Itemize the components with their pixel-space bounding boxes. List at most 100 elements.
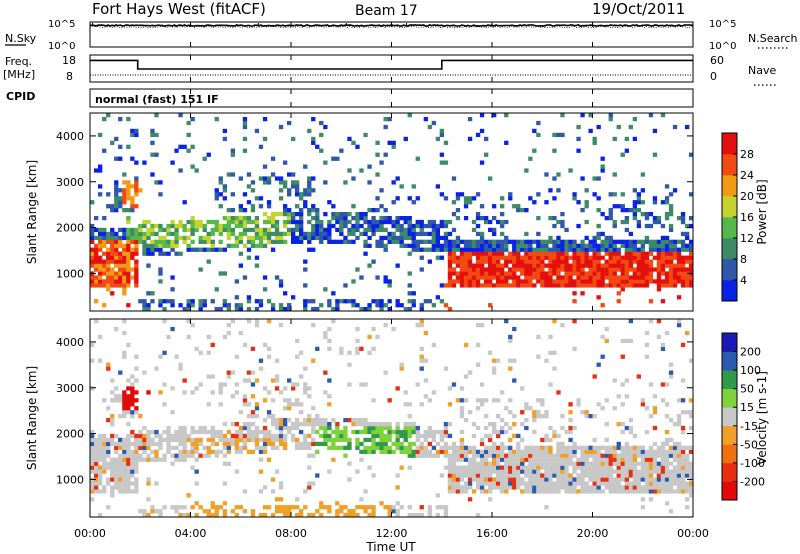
power-cell bbox=[210, 243, 215, 248]
power-cell bbox=[122, 192, 127, 197]
velocity-cell bbox=[158, 437, 163, 443]
power-cell bbox=[150, 291, 155, 296]
power-cell bbox=[580, 251, 585, 256]
power-cell bbox=[604, 275, 609, 280]
power-cell bbox=[455, 259, 461, 264]
velocity-cell bbox=[628, 445, 634, 450]
velocity-cell bbox=[676, 422, 682, 427]
xtick-label: 04:00 bbox=[175, 527, 207, 540]
power-cell bbox=[291, 295, 296, 300]
velocity-cell bbox=[343, 437, 348, 443]
power-cell bbox=[484, 271, 489, 276]
power-cell bbox=[375, 275, 380, 280]
velocity-cell bbox=[544, 469, 549, 474]
power-cell bbox=[435, 255, 441, 260]
velocity-cell bbox=[624, 394, 630, 399]
velocity-cell bbox=[142, 457, 147, 462]
velocity-cell bbox=[520, 457, 525, 462]
power-cell bbox=[612, 136, 617, 142]
power-cell bbox=[343, 216, 348, 221]
velocity-cell bbox=[648, 465, 654, 470]
power-cell bbox=[648, 259, 654, 264]
power-cell bbox=[379, 303, 384, 308]
velocity-cell bbox=[323, 433, 328, 439]
velocity-cell bbox=[415, 433, 420, 439]
velocity-cell bbox=[548, 485, 553, 490]
power-cell bbox=[90, 235, 95, 241]
velocity-cell bbox=[459, 398, 465, 403]
velocity-cell bbox=[299, 350, 304, 355]
velocity-cell bbox=[262, 445, 268, 450]
velocity-cell bbox=[548, 334, 553, 340]
power-cell bbox=[496, 243, 501, 248]
velocity-cell bbox=[150, 449, 155, 454]
velocity-cell bbox=[335, 501, 340, 506]
velocity-cell bbox=[500, 481, 505, 486]
velocity-cell bbox=[383, 441, 388, 447]
velocity-cell bbox=[295, 505, 300, 510]
velocity-cell bbox=[556, 469, 561, 474]
power-cell bbox=[126, 303, 131, 308]
power-cell bbox=[612, 251, 617, 256]
power-cell bbox=[182, 144, 187, 149]
power-cell bbox=[90, 223, 95, 229]
velocity-cell bbox=[126, 398, 131, 403]
velocity-cell bbox=[363, 425, 368, 431]
velocity-cell bbox=[274, 386, 280, 391]
velocity-cell bbox=[359, 497, 364, 502]
power-cell bbox=[98, 259, 103, 264]
power-cell bbox=[222, 227, 228, 233]
velocity-cell bbox=[367, 350, 372, 355]
power-cell bbox=[311, 140, 316, 145]
power-cell bbox=[407, 196, 412, 201]
velocity-cell bbox=[463, 485, 469, 490]
power-cell bbox=[323, 212, 328, 217]
power-cell bbox=[616, 263, 621, 268]
power-cell bbox=[190, 216, 195, 221]
velocity-cell bbox=[186, 319, 191, 324]
power-cell bbox=[592, 255, 597, 260]
power-cell bbox=[644, 216, 650, 221]
velocity-cell bbox=[496, 485, 501, 490]
velocity-cell bbox=[680, 461, 686, 466]
velocity-cell bbox=[528, 465, 533, 470]
velocity-cell bbox=[475, 425, 481, 431]
power-cell bbox=[475, 255, 481, 260]
velocity-cell bbox=[484, 398, 489, 403]
velocity-cell bbox=[182, 457, 187, 462]
velocity-cell bbox=[580, 469, 585, 474]
velocity-cell bbox=[126, 406, 131, 411]
velocity-cell bbox=[685, 505, 690, 510]
velocity-cell bbox=[134, 390, 139, 395]
velocity-cell bbox=[488, 485, 493, 490]
power-cell bbox=[222, 216, 228, 221]
power-cell bbox=[307, 231, 312, 237]
velocity-cell bbox=[596, 489, 601, 494]
velocity-cell bbox=[640, 473, 646, 478]
velocity-cell bbox=[524, 457, 529, 462]
power-cell bbox=[363, 212, 368, 217]
velocity-cell bbox=[122, 445, 127, 450]
velocity-cell bbox=[122, 390, 127, 395]
velocity-cell bbox=[347, 509, 352, 514]
power-cell bbox=[463, 279, 469, 284]
power-cell bbox=[628, 263, 634, 268]
velocity-cell bbox=[664, 465, 670, 470]
power-cell bbox=[254, 299, 260, 304]
velocity-cell bbox=[664, 441, 670, 447]
velocity-cell bbox=[568, 481, 573, 486]
power-cell bbox=[475, 192, 481, 197]
power-cell bbox=[500, 263, 505, 268]
power-cell bbox=[126, 219, 131, 225]
velocity-cell bbox=[266, 346, 272, 351]
velocity-cell bbox=[660, 342, 666, 348]
power-cell bbox=[524, 275, 529, 280]
velocity-cell bbox=[508, 477, 513, 482]
power-cell bbox=[439, 283, 445, 288]
power-cell bbox=[636, 247, 642, 252]
velocity-cell bbox=[210, 390, 215, 395]
power-cell bbox=[222, 128, 228, 134]
velocity-cell bbox=[299, 509, 304, 514]
velocity-cell bbox=[632, 449, 638, 454]
power-cell bbox=[580, 259, 585, 264]
